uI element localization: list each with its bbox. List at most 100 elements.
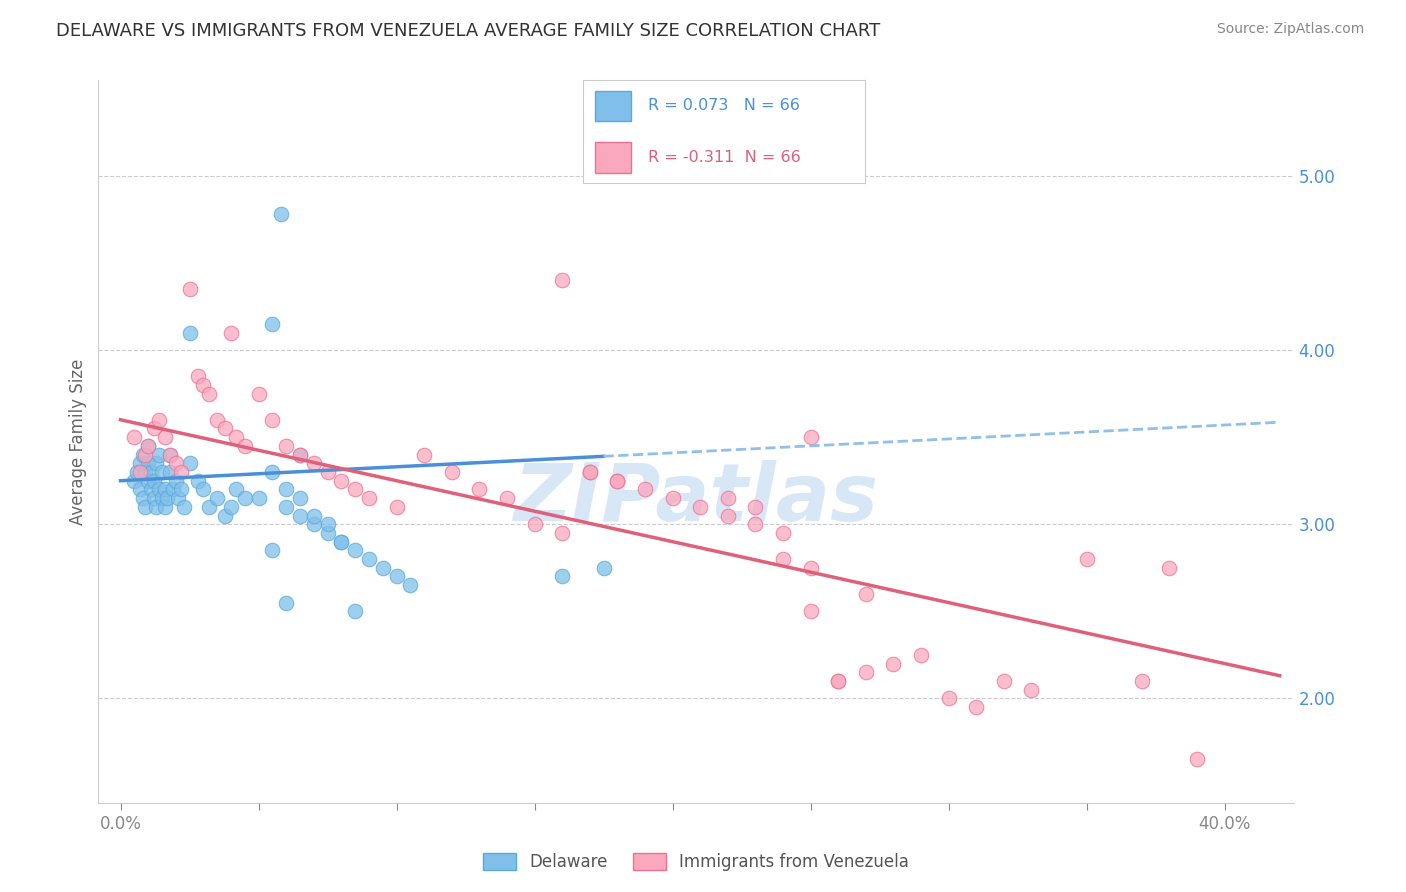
Point — [993, 673, 1015, 688]
Point — [193, 378, 215, 392]
Point — [468, 483, 491, 497]
Point — [153, 500, 176, 514]
Point — [288, 508, 311, 523]
Point — [855, 587, 877, 601]
Point — [233, 491, 256, 505]
Point — [523, 517, 546, 532]
Point — [385, 569, 408, 583]
Y-axis label: Average Family Size: Average Family Size — [69, 359, 87, 524]
Point — [274, 439, 297, 453]
Point — [134, 448, 156, 462]
Bar — [595, 91, 631, 121]
Point — [717, 491, 740, 505]
Point — [145, 456, 167, 470]
Text: Source: ZipAtlas.com: Source: ZipAtlas.com — [1216, 22, 1364, 37]
Point — [165, 474, 187, 488]
Point — [187, 369, 209, 384]
Point — [148, 483, 170, 497]
Bar — [595, 142, 631, 173]
Point — [136, 456, 159, 470]
Point — [214, 508, 236, 523]
Point — [689, 500, 711, 514]
Point — [167, 491, 190, 505]
Text: R = 0.073   N = 66: R = 0.073 N = 66 — [648, 98, 800, 113]
Text: R = -0.311  N = 66: R = -0.311 N = 66 — [648, 150, 801, 165]
Point — [134, 500, 156, 514]
Point — [198, 386, 221, 401]
Point — [198, 500, 221, 514]
Point — [247, 386, 270, 401]
Point — [131, 448, 153, 462]
Point — [440, 465, 463, 479]
Point — [344, 483, 367, 497]
Point — [225, 483, 247, 497]
Point — [139, 465, 162, 479]
Point — [131, 491, 153, 505]
Point — [385, 500, 408, 514]
Point — [302, 517, 325, 532]
Point — [965, 700, 987, 714]
Point — [744, 500, 766, 514]
Point — [606, 474, 628, 488]
Text: DELAWARE VS IMMIGRANTS FROM VENEZUELA AVERAGE FAMILY SIZE CORRELATION CHART: DELAWARE VS IMMIGRANTS FROM VENEZUELA AV… — [56, 22, 880, 40]
Point — [1185, 752, 1208, 766]
Point — [344, 543, 367, 558]
Point — [413, 448, 436, 462]
Point — [142, 474, 165, 488]
Point — [219, 500, 242, 514]
Point — [262, 317, 284, 331]
Point — [399, 578, 422, 592]
Point — [205, 491, 228, 505]
Point — [124, 430, 146, 444]
Point — [799, 604, 821, 618]
Point — [1159, 561, 1181, 575]
Point — [744, 517, 766, 532]
Point — [578, 465, 600, 479]
Point — [288, 491, 311, 505]
Point — [551, 525, 574, 540]
Point — [179, 282, 201, 296]
Point — [170, 465, 193, 479]
Point — [772, 525, 794, 540]
Point — [288, 448, 311, 462]
Point — [910, 648, 932, 662]
Point — [772, 552, 794, 566]
Point — [134, 465, 156, 479]
Point — [827, 673, 849, 688]
Point — [274, 596, 297, 610]
Point — [302, 508, 325, 523]
Point — [225, 430, 247, 444]
Point — [153, 483, 176, 497]
Point — [193, 483, 215, 497]
Point — [578, 465, 600, 479]
Point — [882, 657, 904, 671]
Point — [179, 456, 201, 470]
Point — [316, 517, 339, 532]
Point — [827, 673, 849, 688]
Point — [288, 448, 311, 462]
Point — [150, 491, 173, 505]
Point — [148, 448, 170, 462]
Point — [247, 491, 270, 505]
Point — [139, 483, 162, 497]
Point — [136, 439, 159, 453]
Point — [634, 483, 657, 497]
Point — [214, 421, 236, 435]
Point — [262, 465, 284, 479]
Point — [128, 483, 150, 497]
Point — [262, 413, 284, 427]
Point — [156, 491, 179, 505]
Point — [219, 326, 242, 340]
Point — [187, 474, 209, 488]
Point — [159, 448, 181, 462]
Point — [170, 483, 193, 497]
Point — [124, 474, 146, 488]
Point — [128, 456, 150, 470]
Point — [1021, 682, 1043, 697]
Legend: Delaware, Immigrants from Venezuela: Delaware, Immigrants from Venezuela — [477, 846, 915, 878]
Point — [233, 439, 256, 453]
Point — [142, 421, 165, 435]
Point — [128, 465, 150, 479]
Point — [661, 491, 683, 505]
Point — [136, 439, 159, 453]
